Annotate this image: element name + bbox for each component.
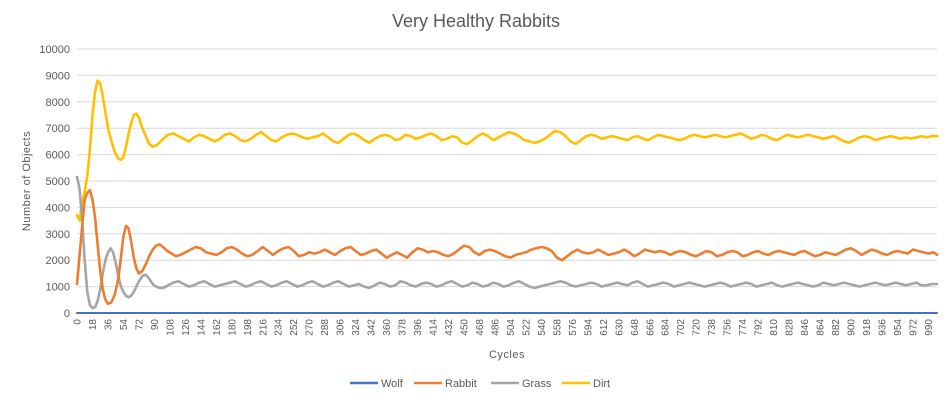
x-tick-label: 90 <box>150 319 161 331</box>
x-tick-label: 666 <box>645 319 656 336</box>
x-tick-label: 954 <box>893 319 904 336</box>
x-tick-label: 648 <box>630 319 641 336</box>
legend-label-dirt: Dirt <box>593 378 610 390</box>
x-tick-label: 774 <box>738 319 749 336</box>
y-tick-label: 5000 <box>46 176 70 188</box>
x-tick-label: 702 <box>676 319 687 336</box>
x-tick-label: 252 <box>289 319 300 336</box>
legend: Wolf Rabbit Grass Dirt <box>350 378 610 390</box>
y-tick-label: 2000 <box>46 255 70 267</box>
x-tick-label: 450 <box>460 319 471 336</box>
x-tick-label: 522 <box>521 319 532 336</box>
x-tick-label: 738 <box>707 319 718 336</box>
x-tick-label: 288 <box>320 319 331 336</box>
x-tick-label: 54 <box>119 319 130 331</box>
series-layer <box>75 79 939 314</box>
series-line-grass <box>75 175 939 310</box>
chart-title: Very Healthy Rabbits <box>392 11 560 31</box>
x-tick-label: 828 <box>785 319 796 336</box>
x-axis-label: Cycles <box>489 349 525 361</box>
x-tick-label: 72 <box>134 319 145 331</box>
y-axis-label: Number of Objects <box>21 131 33 231</box>
series-line-rabbit <box>75 188 939 306</box>
x-tick-label: 216 <box>258 319 269 336</box>
x-tick-label: 432 <box>444 319 455 336</box>
grid-layer <box>77 48 937 314</box>
series-line-dirt <box>75 79 939 222</box>
x-tick-label: 324 <box>351 319 362 336</box>
x-tick-label: 360 <box>382 319 393 336</box>
y-tick-label: 9000 <box>46 70 70 82</box>
x-tick-label: 576 <box>568 319 579 336</box>
y-tick-label: 10000 <box>39 44 70 56</box>
x-tick-label: 936 <box>877 319 888 336</box>
x-tick-label: 36 <box>103 319 114 331</box>
x-tick-label: 414 <box>429 319 440 336</box>
y-tick-label: 8000 <box>46 97 70 109</box>
legend-label-grass: Grass <box>522 378 552 390</box>
x-tick-label: 0 <box>73 319 84 325</box>
x-tick-label: 846 <box>800 319 811 336</box>
x-tick-label: 270 <box>305 319 316 336</box>
legend-label-rabbit: Rabbit <box>445 378 477 390</box>
x-tick-label: 810 <box>769 319 780 336</box>
y-tick-label: 0 <box>64 308 70 320</box>
y-tick-label: 1000 <box>46 282 70 294</box>
x-tick-label: 720 <box>692 319 703 336</box>
y-tick-label: 4000 <box>46 202 70 214</box>
x-tick-label: 864 <box>816 319 827 336</box>
x-tick-label: 882 <box>831 319 842 336</box>
x-tick-label: 558 <box>552 319 563 336</box>
x-tick-label: 180 <box>227 319 238 336</box>
legend-label-wolf: Wolf <box>381 378 404 390</box>
x-tick-label: 18 <box>88 319 99 331</box>
x-tick-label: 396 <box>413 319 424 336</box>
x-tick-label: 594 <box>583 319 594 336</box>
x-tick-label: 972 <box>908 319 919 336</box>
y-tick-label: 6000 <box>46 150 70 162</box>
x-tick-label: 918 <box>862 319 873 336</box>
x-tick-label: 234 <box>274 319 285 336</box>
x-tick-label: 126 <box>181 319 192 336</box>
x-tick-label: 630 <box>614 319 625 336</box>
x-tick-label: 900 <box>847 319 858 336</box>
axis-layer: 0100020003000400050006000700080009000100… <box>39 44 934 336</box>
x-tick-label: 468 <box>475 319 486 336</box>
x-tick-label: 504 <box>506 319 517 336</box>
x-tick-label: 540 <box>537 319 548 336</box>
x-tick-label: 756 <box>723 319 734 336</box>
x-tick-label: 990 <box>924 319 935 336</box>
x-tick-label: 612 <box>599 319 610 336</box>
y-tick-label: 3000 <box>46 229 70 241</box>
x-tick-label: 684 <box>661 319 672 336</box>
x-tick-label: 108 <box>165 319 176 336</box>
x-tick-label: 792 <box>754 319 765 336</box>
x-tick-label: 144 <box>196 319 207 336</box>
y-tick-label: 7000 <box>46 123 70 135</box>
x-tick-label: 198 <box>243 319 254 336</box>
x-tick-label: 306 <box>336 319 347 336</box>
x-tick-label: 342 <box>367 319 378 336</box>
x-tick-label: 378 <box>398 319 409 336</box>
x-tick-label: 486 <box>490 319 501 336</box>
x-tick-label: 162 <box>212 319 223 336</box>
